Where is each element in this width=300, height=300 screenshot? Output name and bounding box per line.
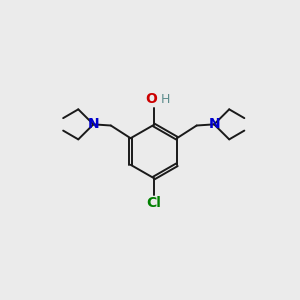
Text: N: N	[88, 117, 99, 131]
Text: H: H	[161, 94, 170, 106]
Text: O: O	[145, 92, 157, 106]
Text: Cl: Cl	[146, 196, 161, 210]
Text: N: N	[208, 117, 220, 131]
